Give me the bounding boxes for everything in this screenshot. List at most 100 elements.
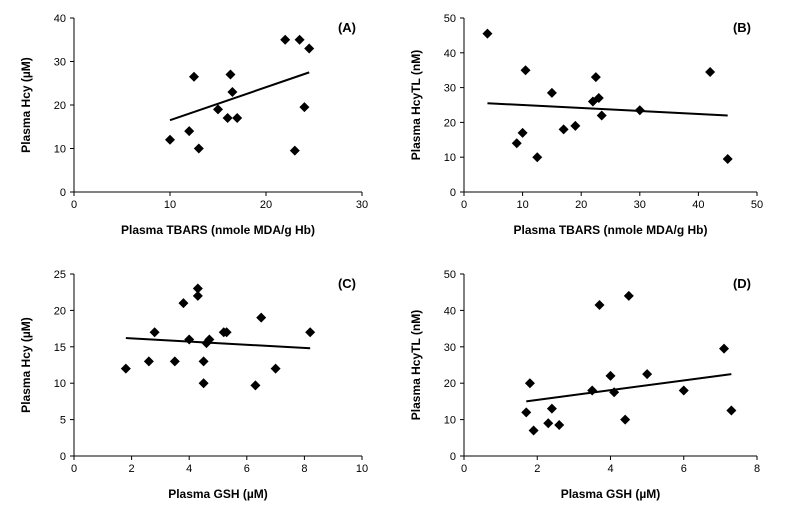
data-point — [189, 72, 199, 82]
y-tick-label: 40 — [54, 13, 66, 25]
panel-label: (D) — [733, 276, 751, 291]
y-tick-label: 0 — [450, 451, 456, 463]
scatter-panel-c: 02468100510152025Plasma GSH (µM)Plasma H… — [12, 262, 382, 510]
y-tick-label: 10 — [444, 415, 456, 427]
x-tick-label: 8 — [754, 463, 760, 475]
x-tick-label: 10 — [516, 199, 528, 211]
data-point — [223, 113, 233, 123]
y-tick-label: 40 — [444, 48, 456, 60]
x-tick-label: 2 — [129, 463, 135, 475]
x-axis-label: Plasma GSH (µM) — [561, 487, 661, 501]
scatter-panel-b: 0102030405001020304050Plasma TBARS (nmol… — [402, 6, 777, 246]
scatter-plot: 0246801020304050Plasma GSH (µM)Plasma Hc… — [402, 262, 777, 510]
y-tick-label: 5 — [60, 415, 66, 427]
x-tick-label: 20 — [575, 199, 587, 211]
y-tick-label: 30 — [54, 57, 66, 69]
data-point — [554, 420, 564, 430]
x-tick-label: 6 — [681, 463, 687, 475]
x-axis-label: Plasma TBARS (nmole MDA/g Hb) — [513, 223, 707, 237]
data-point — [305, 327, 315, 337]
y-tick-label: 10 — [54, 378, 66, 390]
trend-line — [487, 103, 727, 115]
data-point — [591, 72, 601, 82]
data-point — [150, 327, 160, 337]
x-tick-label: 8 — [301, 463, 307, 475]
data-point — [570, 121, 580, 131]
data-point — [184, 126, 194, 136]
data-point — [521, 65, 531, 75]
y-tick-label: 10 — [54, 144, 66, 156]
y-tick-label: 30 — [444, 83, 456, 95]
scatter-plot: 0102030405001020304050Plasma TBARS (nmol… — [402, 6, 777, 246]
figure-page: 0102030010203040Plasma TBARS (nmole MDA/… — [0, 0, 785, 515]
y-tick-label: 20 — [54, 100, 66, 112]
y-axis-label: Plasma Hcy (µM) — [19, 57, 33, 153]
data-point — [178, 298, 188, 308]
x-tick-label: 30 — [634, 199, 646, 211]
data-point — [295, 35, 305, 45]
x-tick-label: 40 — [692, 199, 704, 211]
data-point — [679, 385, 689, 395]
x-tick-label: 0 — [461, 199, 467, 211]
y-tick-label: 25 — [54, 269, 66, 281]
data-point — [199, 356, 209, 366]
panel-label: (A) — [338, 20, 356, 35]
trend-line — [526, 374, 731, 401]
data-point — [525, 378, 535, 388]
y-tick-label: 20 — [444, 117, 456, 129]
x-tick-label: 10 — [164, 199, 176, 211]
y-tick-label: 30 — [444, 342, 456, 354]
scatter-plot: 02468100510152025Plasma GSH (µM)Plasma H… — [12, 262, 382, 510]
x-tick-label: 20 — [260, 199, 272, 211]
x-tick-label: 0 — [71, 463, 77, 475]
data-point — [170, 356, 180, 366]
y-axis-label: Plasma HcyTL (nM) — [409, 50, 423, 160]
x-tick-label: 4 — [186, 463, 192, 475]
data-point — [121, 364, 131, 374]
x-tick-label: 10 — [356, 463, 368, 475]
x-tick-label: 6 — [244, 463, 250, 475]
data-point — [726, 406, 736, 416]
y-tick-label: 10 — [444, 152, 456, 164]
data-point — [521, 407, 531, 417]
data-point — [624, 291, 634, 301]
data-point — [256, 313, 266, 323]
data-point — [719, 344, 729, 354]
data-point — [227, 87, 237, 97]
y-tick-label: 20 — [444, 378, 456, 390]
panel-label: (C) — [338, 276, 356, 291]
data-point — [532, 152, 542, 162]
y-axis-label: Plasma Hcy (µM) — [19, 317, 33, 413]
data-point — [232, 113, 242, 123]
data-point — [193, 284, 203, 294]
data-point — [606, 371, 616, 381]
data-point — [620, 415, 630, 425]
y-tick-label: 20 — [54, 305, 66, 317]
scatter-plot: 0102030010203040Plasma TBARS (nmole MDA/… — [12, 6, 382, 246]
data-point — [194, 144, 204, 154]
data-point — [165, 135, 175, 145]
y-tick-label: 50 — [444, 13, 456, 25]
x-tick-label: 4 — [607, 463, 613, 475]
x-axis-label: Plasma TBARS (nmole MDA/g Hb) — [121, 223, 315, 237]
data-point — [184, 335, 194, 345]
data-point — [271, 364, 281, 374]
data-point — [225, 70, 235, 80]
y-axis-label: Plasma HcyTL (nM) — [409, 310, 423, 420]
data-point — [304, 43, 314, 53]
y-tick-label: 40 — [444, 305, 456, 317]
data-point — [280, 35, 290, 45]
data-point — [595, 300, 605, 310]
x-tick-label: 2 — [534, 463, 540, 475]
data-point — [642, 369, 652, 379]
data-point — [250, 380, 260, 390]
data-point — [518, 128, 528, 138]
data-point — [547, 404, 557, 414]
trend-line — [170, 72, 309, 120]
x-tick-label: 0 — [461, 463, 467, 475]
data-point — [705, 67, 715, 77]
data-point — [543, 418, 553, 428]
data-point — [597, 110, 607, 120]
trend-line — [126, 338, 310, 348]
data-point — [290, 146, 300, 156]
